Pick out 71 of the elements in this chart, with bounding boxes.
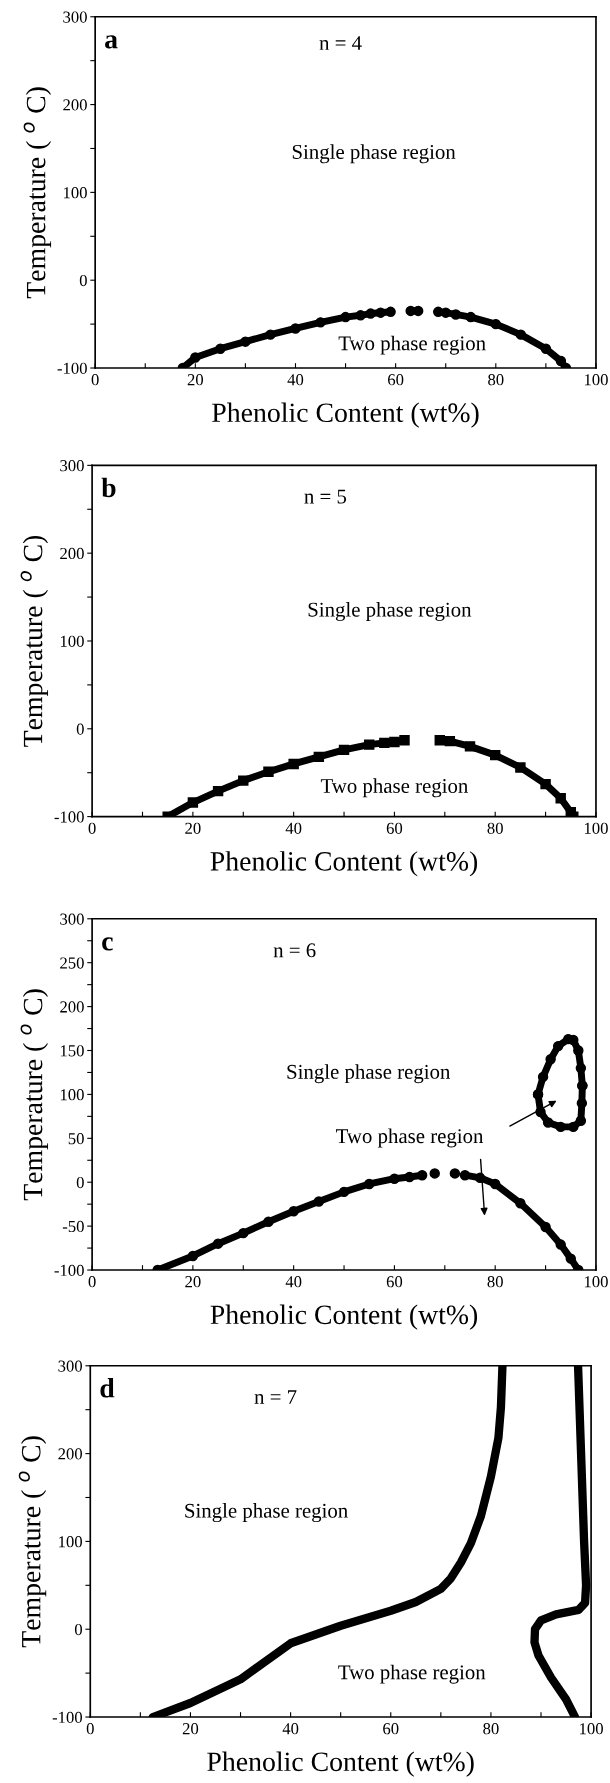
annotation: Single phase region [292,144,456,164]
y-tick-label: 200 [63,99,87,111]
y-axis-title: Temperature ( $^{o}$ C) [20,989,49,1201]
text: n = 7 [254,1390,297,1404]
y-tick-label: 200 [58,1448,83,1460]
x-tick-label: 80 [487,1276,503,1288]
x-tick-label: 20 [182,1723,199,1735]
y-tick-label: -50 [62,1220,84,1233]
x-tick-label: 20 [185,822,201,834]
y-tick-label: 50 [68,1133,84,1145]
x-tick-label: 20 [185,1276,201,1288]
x-tick-label: 40 [285,822,302,834]
annotation: Two phase region [336,1128,484,1148]
y-tick-label: 100 [60,635,84,647]
annotation: Two phase region [338,1664,486,1684]
y-tick-label: 300 [60,460,84,472]
chart-title: b [101,477,116,498]
y-tick-label: 100 [59,1536,83,1548]
annotation: Two phase region [338,335,486,355]
text: n = 4 [319,36,362,50]
x-tick-label: 80 [488,374,504,386]
y-tick-label: 0 [74,1623,83,1636]
y-tick-label: 150 [60,1045,84,1057]
y-tick-label: 250 [60,957,84,969]
y-tick-label: 100 [63,187,87,199]
x-tick-label: 40 [285,1276,302,1288]
x-tick-label: 20 [187,374,204,386]
x-tick-label: 40 [287,374,304,386]
x-axis-title: Phenolic Content (wt%) [210,851,478,877]
y-tick-label: -100 [57,362,87,374]
x-axis-title: Phenolic Content (wt%) [212,402,479,428]
annotation: Single phase region [308,602,472,621]
y-axis-title: Temperature ( $^{o}$ C) [23,87,52,299]
x-tick-label: 0 [91,374,99,386]
y-tick-label: 0 [79,274,87,287]
x-tick-label: 100 [580,1723,603,1735]
x-tick-label: 80 [487,822,503,834]
chart-title: a [105,35,118,49]
x-tick-label: 100 [584,822,608,834]
x-tick-label: 0 [88,822,96,834]
y-tick-label: 100 [60,1089,84,1101]
x-tick-label: 60 [383,1723,399,1735]
x-tick-label: 40 [282,1723,299,1735]
annotation: Single phase region [185,1503,348,1523]
x-tick-label: 100 [584,1276,608,1288]
y-tick-label: -100 [54,811,84,823]
annotation: Two phase region [320,778,469,798]
y-tick-label: 0 [76,723,84,735]
text: n = 5 [304,489,347,504]
y-tick-label: -100 [54,1264,84,1276]
text: n = 6 [273,943,316,958]
x-tick-label: 0 [88,1276,96,1288]
x-tick-label: 100 [584,374,608,386]
y-tick-label: 300 [60,913,84,925]
x-tick-label: 60 [386,822,403,834]
y-tick-label: -100 [52,1711,83,1723]
y-tick-label: 300 [63,11,87,23]
x-tick-label: 80 [483,1723,499,1735]
x-tick-label: 60 [386,1276,403,1288]
x-axis-title: Phenolic Content (wt%) [207,1751,474,1777]
x-axis-title: Phenolic Content (wt%) [210,1304,478,1330]
y-axis-title: Temperature ( $^{o}$ C) [18,1436,47,1648]
y-tick-label: 300 [58,1360,83,1372]
x-tick-label: 60 [388,374,404,386]
annotation: Single phase region [287,1064,451,1084]
y-tick-label: 0 [76,1176,84,1189]
y-tick-label: 200 [60,547,84,560]
chart-title: d [100,1378,115,1398]
chart-title: c [102,937,113,951]
y-axis-title: Temperature ( $^{o}$ C) [20,535,49,747]
y-tick-label: 200 [60,1001,84,1013]
